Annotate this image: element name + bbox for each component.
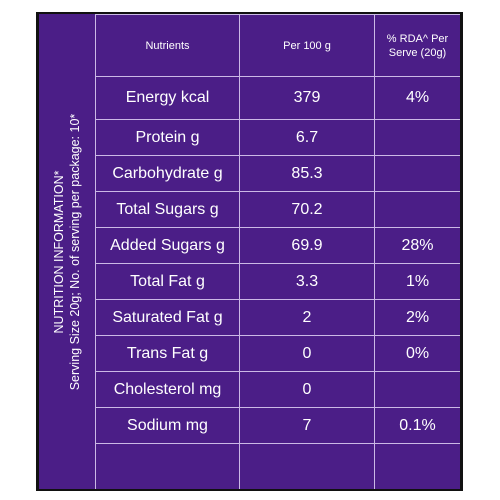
empty-cell	[374, 443, 460, 489]
nutrient-name: Cholesterol mg	[95, 371, 240, 408]
nutrition-information-title: NUTRITION INFORMATION*	[52, 170, 66, 333]
nutrient-per100: 0	[239, 335, 375, 372]
table-row: Total Fat g 3.3 1%	[95, 263, 460, 300]
nutrient-name: Saturated Fat g	[95, 299, 240, 336]
header-per-100g: Per 100 g	[239, 14, 375, 77]
nutrient-rda: 0.1%	[374, 407, 460, 444]
nutrient-rda: 4%	[374, 76, 460, 120]
table-row: Protein g 6.7	[95, 119, 460, 156]
nutrition-panel: NUTRITION INFORMATION* Serving Size 20g;…	[36, 12, 463, 491]
nutrient-name: Trans Fat g	[95, 335, 240, 372]
table-row: Trans Fat g 0 0%	[95, 335, 460, 372]
empty-cell	[95, 443, 240, 489]
header-rda: % RDA^ Per Serve (20g)	[374, 14, 460, 77]
nutrient-per100: 0	[239, 371, 375, 408]
nutrient-name: Carbohydrate g	[95, 155, 240, 192]
table-empty-row	[95, 443, 460, 489]
nutrient-rda: 2%	[374, 299, 460, 336]
nutrient-rda: 1%	[374, 263, 460, 300]
nutrient-per100: 2	[239, 299, 375, 336]
nutrient-rda	[374, 191, 460, 228]
nutrient-rda: 28%	[374, 227, 460, 264]
header-nutrients: Nutrients	[95, 14, 240, 77]
nutrient-per100: 85.3	[239, 155, 375, 192]
serving-size-info: Serving Size 20g; No. of serving per pac…	[68, 113, 82, 390]
nutrient-rda	[374, 155, 460, 192]
table-header-row: Nutrients Per 100 g % RDA^ Per Serve (20…	[95, 14, 460, 77]
table-row: Saturated Fat g 2 2%	[95, 299, 460, 336]
nutrient-rda	[374, 371, 460, 408]
nutrient-per100: 6.7	[239, 119, 375, 156]
table-row: Total Sugars g 70.2	[95, 191, 460, 228]
table-row: Sodium mg 7 0.1%	[95, 407, 460, 444]
nutrition-side-label: NUTRITION INFORMATION* Serving Size 20g;…	[39, 14, 95, 489]
nutrient-name: Protein g	[95, 119, 240, 156]
nutrient-per100: 7	[239, 407, 375, 444]
nutrient-rda: 0%	[374, 335, 460, 372]
nutrient-per100: 3.3	[239, 263, 375, 300]
table-row: Energy kcal 379 4%	[95, 76, 460, 120]
table-row: Carbohydrate g 85.3	[95, 155, 460, 192]
nutrition-table: Nutrients Per 100 g % RDA^ Per Serve (20…	[95, 14, 460, 489]
nutrient-name: Energy kcal	[95, 76, 240, 120]
nutrient-name: Total Fat g	[95, 263, 240, 300]
empty-cell	[239, 443, 375, 489]
nutrient-name: Sodium mg	[95, 407, 240, 444]
nutrient-per100: 70.2	[239, 191, 375, 228]
table-row: Added Sugars g 69.9 28%	[95, 227, 460, 264]
nutrient-name: Added Sugars g	[95, 227, 240, 264]
table-row: Cholesterol mg 0	[95, 371, 460, 408]
nutrient-per100: 379	[239, 76, 375, 120]
nutrient-rda	[374, 119, 460, 156]
nutrient-name: Total Sugars g	[95, 191, 240, 228]
nutrient-per100: 69.9	[239, 227, 375, 264]
